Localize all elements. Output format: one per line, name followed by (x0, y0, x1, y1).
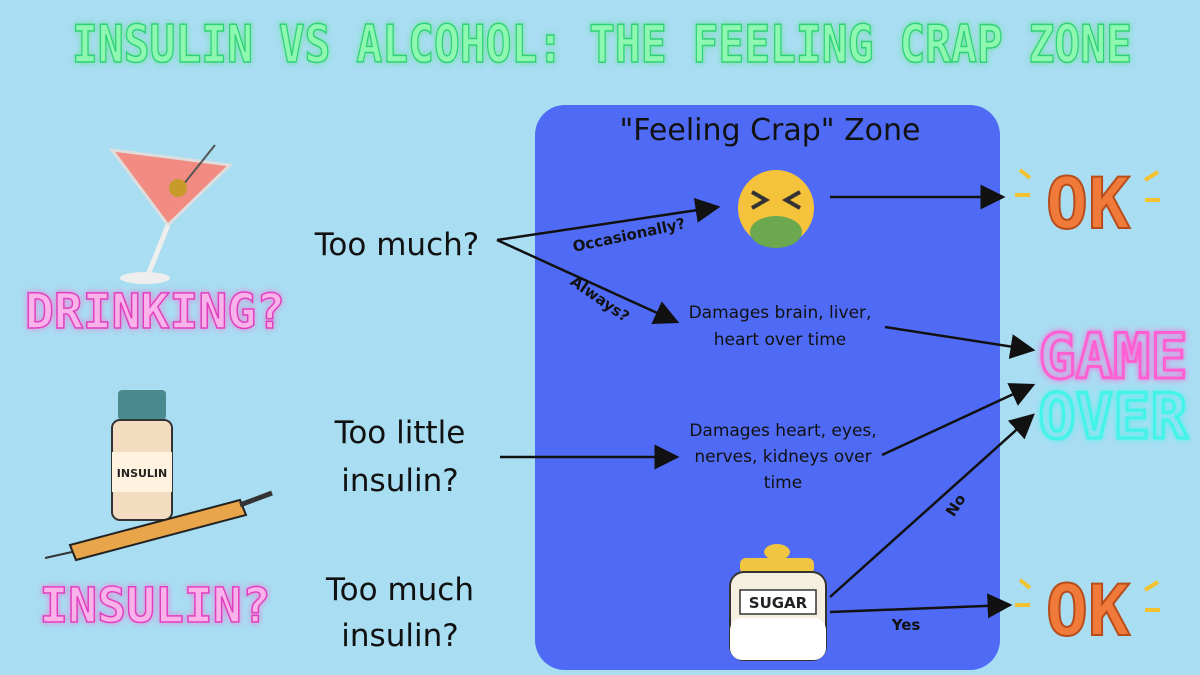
edge-label: Yes (891, 616, 921, 634)
title: INSULIN VS ALCOHOL: THE FEELING CRAP ZON… (72, 15, 1132, 75)
insulin-icon: INSULIN (44, 390, 273, 562)
effect-text: Damages heart, eyes, (689, 421, 876, 441)
zone-box (535, 105, 1000, 670)
question: Too much? (314, 227, 479, 263)
sugar-jar: SUGAR (729, 544, 827, 661)
effect-text: Damages brain, liver, (689, 303, 872, 323)
ok-outcome: OK (1046, 570, 1130, 652)
topic-label: DRINKING? (25, 284, 285, 340)
sick-emoji (738, 170, 814, 248)
topic-label: INSULIN? (39, 578, 270, 634)
effect-text: time (764, 473, 802, 493)
effect-text: nerves, kidneys over (694, 447, 871, 467)
effect-text: heart over time (714, 330, 846, 350)
question: insulin? (341, 463, 458, 499)
question: Too little (334, 415, 466, 451)
jar-label: SUGAR (749, 594, 808, 612)
question: Too much (325, 572, 474, 608)
zone-label: "Feeling Crap" Zone (619, 113, 920, 148)
ok-outcome: OK (1046, 163, 1130, 245)
vial-label: INSULIN (117, 467, 167, 480)
game-over: OVER (1038, 380, 1188, 453)
ok-sparks (1015, 168, 1160, 612)
question: insulin? (341, 618, 458, 654)
arrows (496, 184, 1036, 619)
game-over: GAME (1038, 320, 1187, 393)
martini-icon (108, 144, 234, 284)
